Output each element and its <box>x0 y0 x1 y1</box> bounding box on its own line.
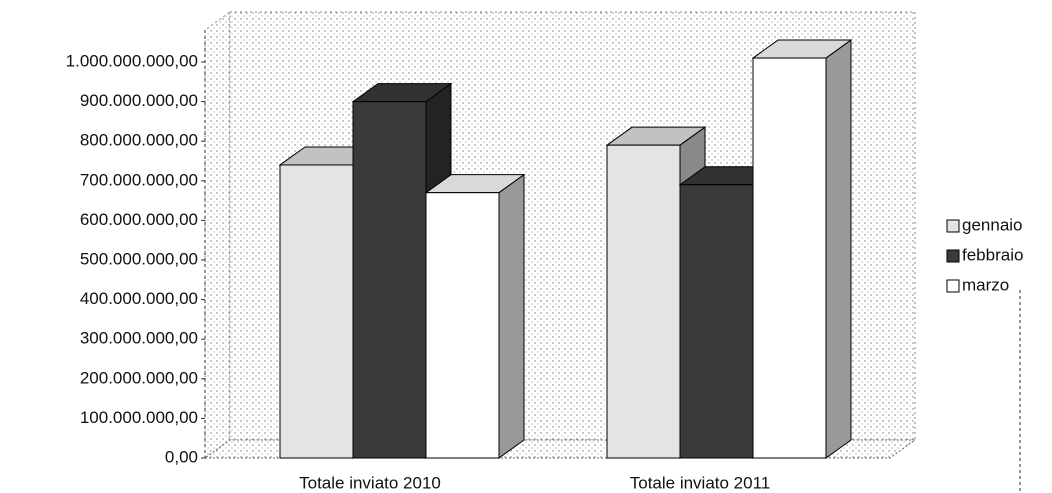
bar <box>279 164 354 459</box>
bar <box>352 101 427 459</box>
left-wall <box>204 11 231 459</box>
x-tick-label: Totale inviato 2011 <box>630 473 771 492</box>
legend-label: febbraio <box>962 245 1023 264</box>
y-tick-label: 800.000.000,00 <box>80 131 198 150</box>
bar <box>606 144 681 459</box>
y-tick-label: 300.000.000,00 <box>80 329 198 348</box>
y-tick-label: 900.000.000,00 <box>80 91 198 110</box>
bar-side <box>825 39 852 459</box>
y-tick-label: 200.000.000,00 <box>80 368 198 387</box>
y-tick-label: 0,00 <box>165 447 198 466</box>
legend-label: gennaio <box>962 215 1023 234</box>
y-tick-label: 400.000.000,00 <box>80 289 198 308</box>
bar <box>752 57 827 459</box>
legend-swatch <box>946 219 960 233</box>
legend-swatch <box>946 279 960 293</box>
bar <box>679 184 754 459</box>
bar <box>425 192 500 459</box>
bar-side <box>498 173 525 459</box>
y-tick-label: 1.000.000.000,00 <box>66 51 198 70</box>
y-tick-label: 500.000.000,00 <box>80 249 198 268</box>
y-tick-label: 600.000.000,00 <box>80 210 198 229</box>
y-tick-label: 100.000.000,00 <box>80 408 198 427</box>
y-tick-label: 700.000.000,00 <box>80 170 198 189</box>
legend-swatch <box>946 249 960 263</box>
x-tick-label: Totale inviato 2010 <box>299 473 441 492</box>
legend-label: marzo <box>962 275 1009 294</box>
